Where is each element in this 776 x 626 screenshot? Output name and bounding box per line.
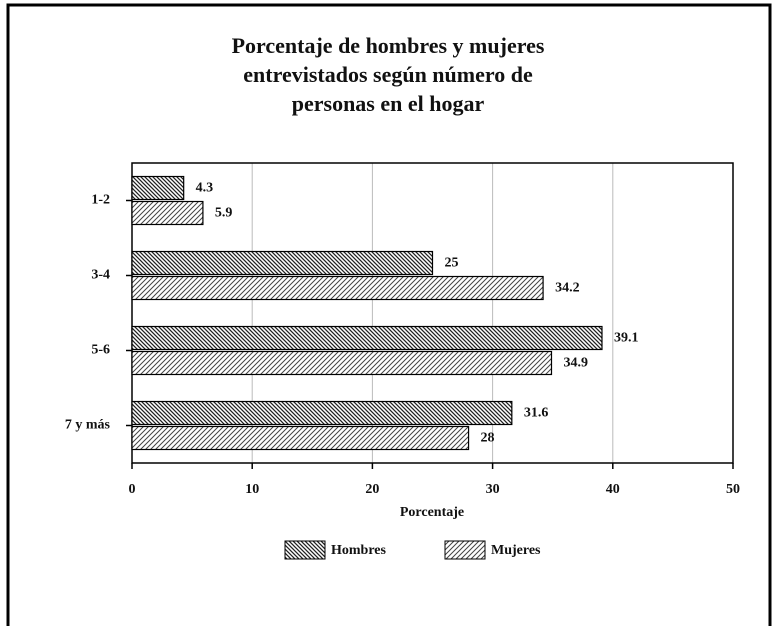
x-tick-label: 0 bbox=[129, 482, 136, 497]
value-label: 34.2 bbox=[555, 281, 580, 296]
bar bbox=[131, 350, 553, 376]
legend-swatch bbox=[444, 540, 486, 560]
value-label: 25 bbox=[445, 256, 459, 271]
x-tick-label: 40 bbox=[606, 482, 620, 497]
legend-label: Mujeres bbox=[491, 543, 541, 558]
x-tick-label: 30 bbox=[486, 482, 500, 497]
bar bbox=[131, 250, 434, 276]
value-label: 5.9 bbox=[215, 206, 233, 221]
chart-title: entrevistados según número de bbox=[243, 62, 533, 87]
x-axis-label: Porcentaje bbox=[400, 505, 464, 520]
bar bbox=[131, 200, 204, 226]
value-label: 39.1 bbox=[614, 331, 639, 346]
frame bbox=[6, 3, 772, 626]
bar bbox=[131, 325, 603, 351]
value-label: 28 bbox=[481, 431, 495, 446]
value-label: 31.6 bbox=[524, 406, 549, 421]
bar bbox=[131, 175, 185, 201]
chart-title: personas en el hogar bbox=[292, 91, 485, 116]
y-tick-label: 1-2 bbox=[91, 193, 110, 208]
x-tick-label: 50 bbox=[726, 482, 740, 497]
chart-title: Porcentaje de hombres y mujeres bbox=[232, 33, 545, 58]
legend-swatch bbox=[284, 540, 326, 560]
y-tick-label: 5-6 bbox=[91, 343, 110, 358]
value-label: 4.3 bbox=[196, 181, 214, 196]
value-label: 34.9 bbox=[563, 356, 588, 371]
bar bbox=[131, 275, 544, 301]
bar bbox=[131, 425, 470, 451]
x-tick-label: 10 bbox=[245, 482, 259, 497]
y-tick-label: 7 y más bbox=[65, 418, 111, 433]
bar bbox=[131, 400, 513, 426]
legend-label: Hombres bbox=[331, 543, 387, 558]
x-tick-label: 20 bbox=[365, 482, 379, 497]
y-tick-label: 3-4 bbox=[91, 268, 110, 283]
plot-area bbox=[131, 162, 734, 464]
